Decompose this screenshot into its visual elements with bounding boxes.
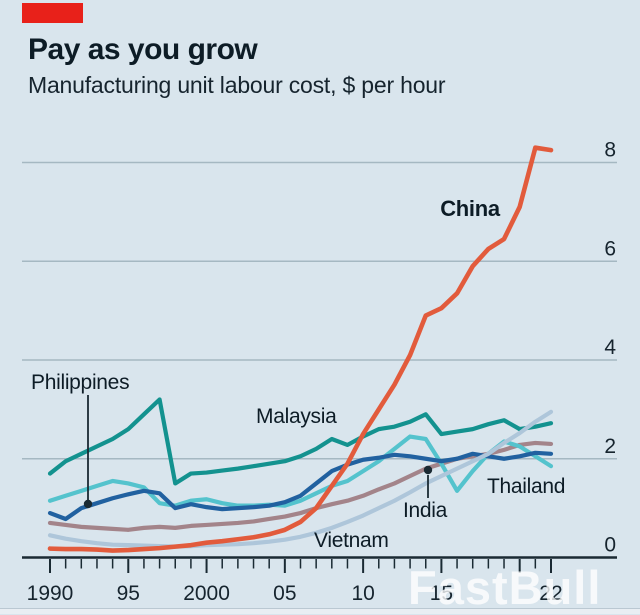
series-line-philippines [47, 450, 554, 522]
x-tick-label: 22 [539, 582, 562, 605]
country-label-philippines: Philippines [31, 371, 129, 394]
series-line-thailand [47, 434, 554, 508]
series-line-vietnam [47, 409, 554, 549]
country-label-thailand: Thailand [487, 475, 565, 498]
x-tick-label: 2000 [183, 582, 230, 605]
country-label-india: India [403, 499, 448, 522]
page-title: Pay as you grow [28, 33, 258, 66]
callout-dot-india [423, 465, 433, 475]
chart-subtitle: Manufacturing unit labour cost, $ per ho… [28, 72, 446, 98]
y-tick-label: 2 [604, 435, 616, 458]
series-line-malaysia [47, 397, 554, 486]
x-tick-label: 10 [351, 582, 374, 605]
country-label-china: China [440, 196, 501, 221]
y-tick-label: 8 [604, 139, 616, 162]
economist-red-tab [22, 3, 83, 23]
series-line-china [47, 145, 554, 553]
x-tick-label: 95 [117, 582, 140, 605]
x-tick-label: 1990 [27, 582, 74, 605]
country-label-vietnam: Vietnam [314, 529, 389, 552]
watermark: FastBull [408, 561, 602, 614]
x-tick-label: 05 [273, 582, 296, 605]
callout-dot-philippines [83, 499, 93, 509]
country-label-malaysia: Malaysia [256, 405, 337, 428]
y-tick-label: 0 [604, 534, 616, 557]
x-tick-label: 15 [430, 582, 453, 605]
y-tick-label: 4 [604, 336, 616, 359]
y-tick-label: 6 [604, 237, 616, 260]
bottom-strip [0, 608, 640, 614]
